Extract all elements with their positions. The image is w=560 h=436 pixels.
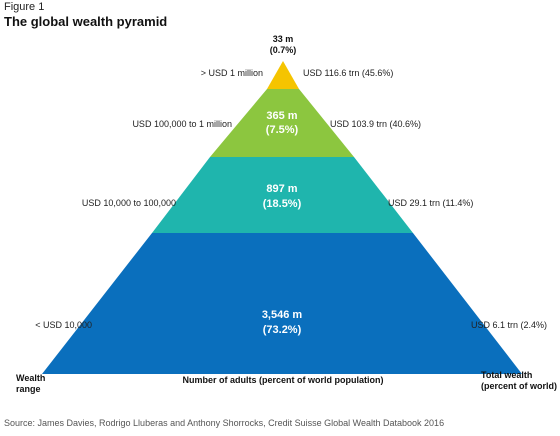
tier-3-adults: 897 m [266,183,297,195]
top-tier-adults: 33 m [273,34,294,44]
total-wealth-axis-label-line1: Total wealth [481,370,532,380]
adults-axis-label: Number of adults (percent of world popul… [183,375,384,385]
source-note: Source: James Davies, Rodrigo Lluberas a… [4,418,445,428]
tier-2-total-wealth: USD 103.9 trn (40.6%) [330,119,421,129]
tier-top-segment [267,61,299,89]
tier-2-segment [210,89,354,157]
tier-3-adults-pct: (18.5%) [263,198,302,210]
tier-3-wealth-range: USD 10,000 to 100,000 [82,198,176,208]
figure-label: Figure 1 [4,1,45,13]
tier-top-total-wealth: USD 116.6 trn (45.6%) [303,68,393,78]
tier-bottom-total-wealth: USD 6.1 trn (2.4%) [471,320,547,330]
tier-bottom-segment [42,233,522,374]
top-tier-adults-pct: (0.7%) [270,45,297,55]
tier-3-total-wealth: USD 29.1 trn (11.4%) [388,198,473,208]
tier-bottom-wealth-range: < USD 10,000 [35,320,92,330]
tier-2-adults-pct: (7.5%) [266,124,299,136]
tier-2-wealth-range: USD 100,000 to 1 million [132,119,232,129]
tier-top-wealth-range: > USD 1 million [201,68,263,78]
tier-2-adults: 365 m [266,110,297,122]
tier-bottom-adults: 3,546 m [262,309,303,321]
figure-title: The global wealth pyramid [4,14,168,29]
wealth-range-axis-label-line2: range [16,384,41,394]
wealth-range-axis-label-line1: Wealth [16,373,45,383]
total-wealth-axis-label-line2: (percent of world) [481,381,557,391]
tier-3-segment [152,157,413,233]
tier-bottom-adults-pct: (73.2%) [263,324,302,336]
